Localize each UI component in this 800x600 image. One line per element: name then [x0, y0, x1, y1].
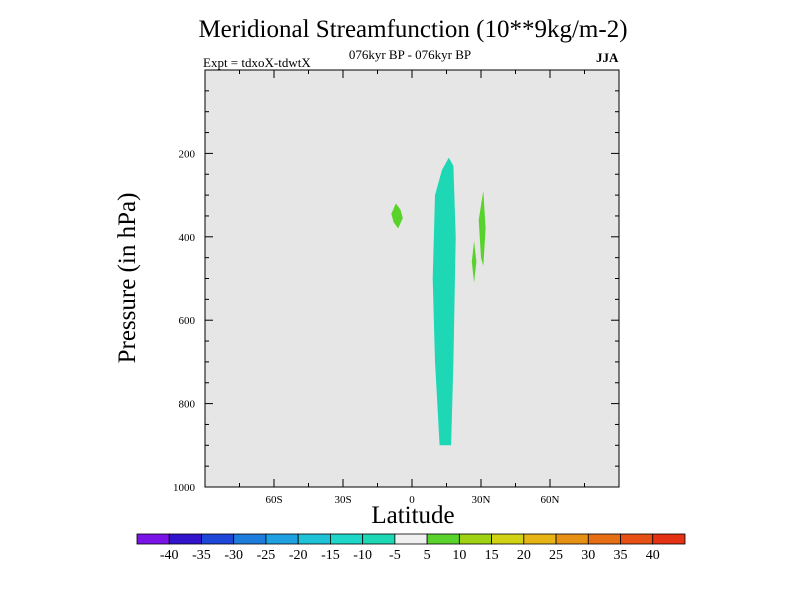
- colorbar-label: 40: [646, 548, 660, 563]
- plot-background: [205, 70, 619, 487]
- y-tick-label: 600: [179, 315, 196, 327]
- x-tick-label: 30S: [334, 494, 351, 506]
- y-tick-label: 200: [179, 148, 196, 160]
- filled-region-1: [391, 203, 403, 229]
- colorbar-box: [136, 533, 170, 545]
- colorbar-label: -20: [289, 548, 308, 563]
- x-tick-label: 0: [409, 494, 415, 506]
- colorbar-label: -5: [389, 548, 401, 563]
- colorbar-box: [458, 533, 492, 545]
- colorbar-label: 10: [452, 548, 466, 563]
- filled-region-3: [471, 241, 477, 283]
- chart-subtitle: 076kyr BP - 076kyr BP: [348, 47, 472, 62]
- colorbar: -40 -35 -30 -25 -20 -15 -10 -5 5 10 15 20 25 30 35 40: [136, 533, 686, 563]
- colorbar-box: [265, 533, 299, 545]
- colorbar-box: [168, 533, 202, 545]
- colorbar-box: [555, 533, 589, 545]
- colorbar-label: 30: [581, 548, 595, 563]
- colorbar-box: [233, 533, 267, 545]
- colorbar-label: -15: [321, 548, 340, 563]
- x-axis-label: Latitude: [371, 502, 455, 529]
- colorbar-box: [394, 533, 428, 545]
- plot-area: 60S 30S 0 30N 60N 200 400 600 800 1000: [173, 69, 620, 506]
- colorbar-label: -25: [257, 548, 276, 563]
- colorbar-label: 25: [549, 548, 563, 563]
- x-tick-label: 60S: [265, 494, 282, 506]
- colorbar-box: [587, 533, 621, 545]
- chart-title: Meridional Streamfunction (10**9kg/m-2): [198, 16, 628, 43]
- y-tick-label: 800: [179, 399, 196, 411]
- y-tick-label: 1000: [173, 482, 196, 494]
- x-tick-label: 30N: [472, 494, 491, 506]
- colorbar-box: [652, 533, 686, 545]
- experiment-label: Expt = tdxoX-tdwtX: [203, 55, 311, 70]
- filled-region-0: [432, 157, 456, 446]
- colorbar-label: 20: [517, 548, 531, 563]
- colorbar-label: -35: [192, 548, 211, 563]
- colorbar-label: -10: [353, 548, 372, 563]
- colorbar-label: -30: [224, 548, 243, 563]
- colorbar-label: -40: [160, 548, 179, 563]
- colorbar-box: [297, 533, 331, 545]
- colorbar-box: [620, 533, 654, 545]
- colorbar-box: [523, 533, 557, 545]
- season-label: JJA: [596, 50, 619, 65]
- colorbar-box: [330, 533, 364, 545]
- filled-region-2: [478, 190, 486, 266]
- colorbar-box: [362, 533, 396, 545]
- colorbar-label: 5: [424, 548, 431, 563]
- colorbar-box: [426, 533, 460, 545]
- colorbar-label: 35: [614, 548, 628, 563]
- colorbar-box: [201, 533, 235, 545]
- colorbar-label: 15: [485, 548, 499, 563]
- x-tick-label: 60N: [541, 494, 560, 506]
- colorbar-box: [491, 533, 525, 545]
- y-tick-label: 400: [179, 232, 196, 244]
